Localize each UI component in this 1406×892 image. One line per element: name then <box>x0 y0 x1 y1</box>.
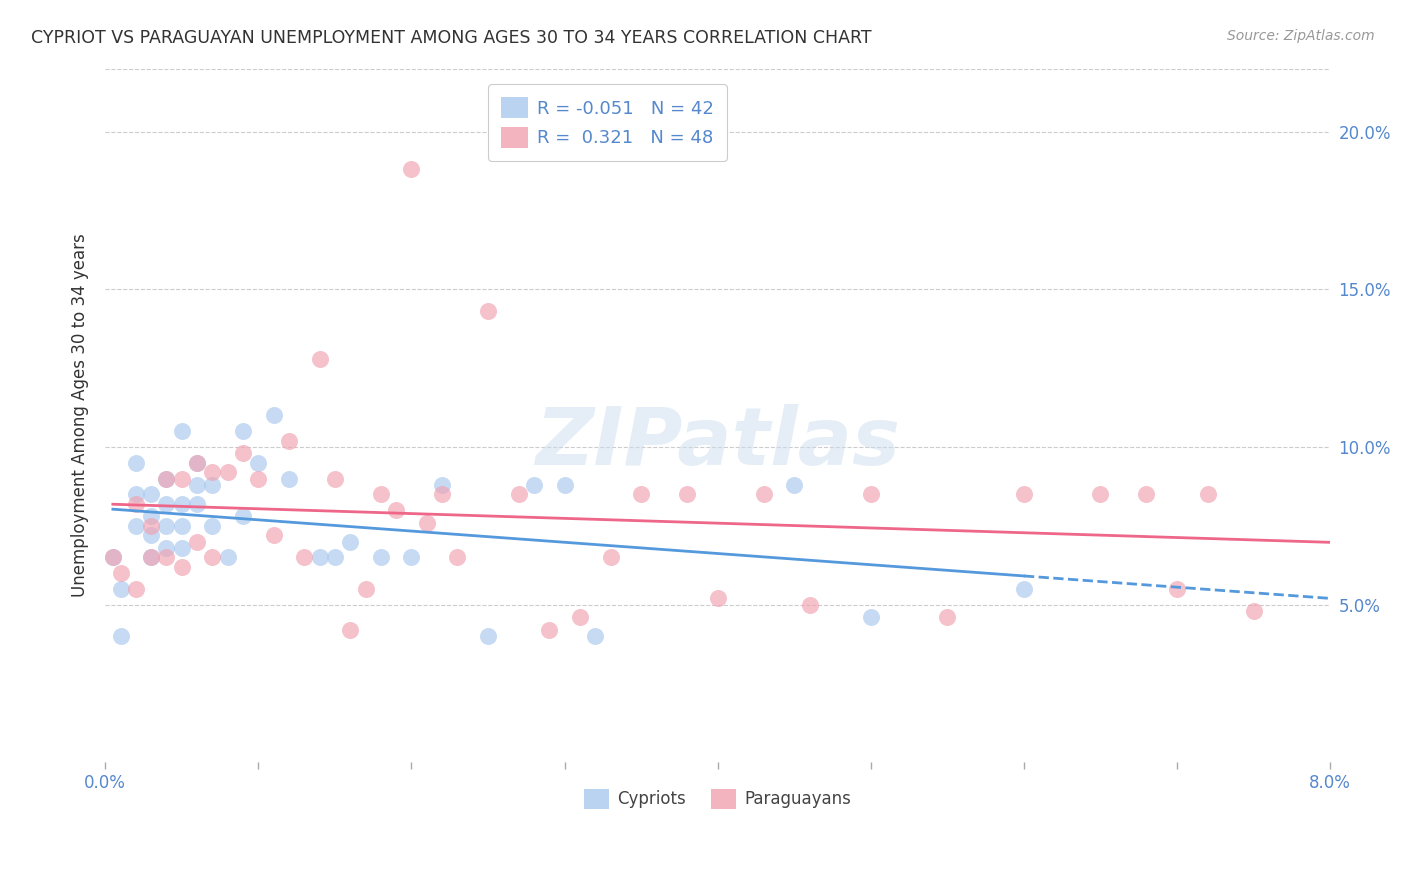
Point <box>170 560 193 574</box>
Point <box>1135 487 1157 501</box>
Point <box>186 478 208 492</box>
Point <box>339 623 361 637</box>
Point <box>217 550 239 565</box>
Point <box>308 550 330 565</box>
Point <box>201 550 224 565</box>
Point <box>583 629 606 643</box>
Point <box>599 550 621 565</box>
Point <box>278 434 301 448</box>
Point <box>101 550 124 565</box>
Point <box>170 424 193 438</box>
Point <box>141 550 163 565</box>
Point <box>370 550 392 565</box>
Point <box>339 534 361 549</box>
Point <box>217 465 239 479</box>
Point <box>101 550 124 565</box>
Point <box>232 509 254 524</box>
Point <box>201 465 224 479</box>
Point <box>186 456 208 470</box>
Point <box>155 497 177 511</box>
Point <box>477 629 499 643</box>
Point <box>1197 487 1219 501</box>
Point <box>247 472 270 486</box>
Point <box>370 487 392 501</box>
Point <box>232 446 254 460</box>
Point <box>278 472 301 486</box>
Point <box>446 550 468 565</box>
Point <box>706 591 728 606</box>
Point <box>141 528 163 542</box>
Point <box>125 519 148 533</box>
Point <box>170 541 193 555</box>
Text: Source: ZipAtlas.com: Source: ZipAtlas.com <box>1227 29 1375 43</box>
Point <box>538 623 561 637</box>
Point <box>201 478 224 492</box>
Point <box>430 487 453 501</box>
Point <box>1090 487 1112 501</box>
Point <box>292 550 315 565</box>
Point <box>155 472 177 486</box>
Point <box>936 610 959 624</box>
Point <box>676 487 699 501</box>
Point <box>170 519 193 533</box>
Point <box>247 456 270 470</box>
Point <box>630 487 652 501</box>
Point <box>323 472 346 486</box>
Point <box>354 582 377 596</box>
Point <box>308 351 330 366</box>
Point <box>110 582 132 596</box>
Point <box>1012 487 1035 501</box>
Y-axis label: Unemployment Among Ages 30 to 34 years: Unemployment Among Ages 30 to 34 years <box>72 234 89 598</box>
Point <box>508 487 530 501</box>
Point <box>110 629 132 643</box>
Point <box>141 487 163 501</box>
Point <box>263 409 285 423</box>
Point <box>155 519 177 533</box>
Point <box>430 478 453 492</box>
Point <box>323 550 346 565</box>
Point <box>1012 582 1035 596</box>
Point <box>186 456 208 470</box>
Point <box>141 509 163 524</box>
Point <box>859 487 882 501</box>
Point <box>1243 604 1265 618</box>
Point <box>1166 582 1188 596</box>
Point <box>401 550 423 565</box>
Point <box>125 456 148 470</box>
Point <box>186 497 208 511</box>
Point <box>523 478 546 492</box>
Point <box>155 550 177 565</box>
Point <box>263 528 285 542</box>
Point <box>110 566 132 581</box>
Point <box>752 487 775 501</box>
Point <box>783 478 806 492</box>
Point <box>155 472 177 486</box>
Point <box>155 541 177 555</box>
Point <box>554 478 576 492</box>
Point <box>477 304 499 318</box>
Point <box>170 497 193 511</box>
Point <box>125 582 148 596</box>
Point <box>125 497 148 511</box>
Point <box>141 519 163 533</box>
Point <box>859 610 882 624</box>
Point <box>568 610 591 624</box>
Point <box>186 534 208 549</box>
Text: CYPRIOT VS PARAGUAYAN UNEMPLOYMENT AMONG AGES 30 TO 34 YEARS CORRELATION CHART: CYPRIOT VS PARAGUAYAN UNEMPLOYMENT AMONG… <box>31 29 872 46</box>
Point <box>201 519 224 533</box>
Text: ZIPatlas: ZIPatlas <box>536 404 900 483</box>
Point <box>141 550 163 565</box>
Point <box>170 472 193 486</box>
Point <box>125 487 148 501</box>
Point <box>401 162 423 177</box>
Point <box>232 424 254 438</box>
Point <box>799 598 821 612</box>
Point <box>385 503 408 517</box>
Point <box>416 516 439 530</box>
Legend: Cypriots, Paraguayans: Cypriots, Paraguayans <box>578 782 858 815</box>
